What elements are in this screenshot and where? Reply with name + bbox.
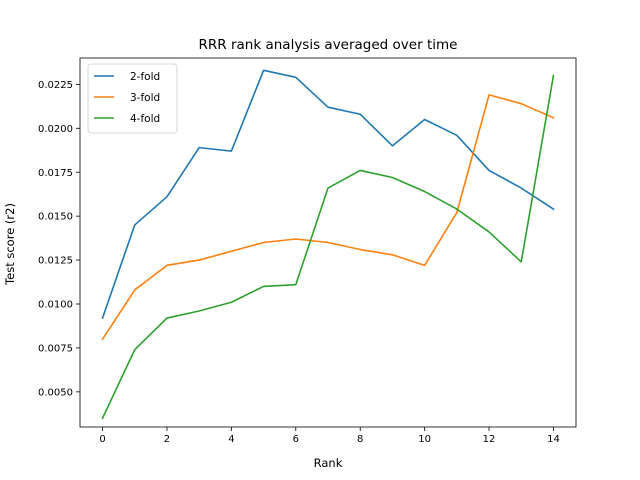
x-tick-label: 0 (99, 434, 105, 445)
legend-label: 2-fold (130, 71, 160, 83)
y-tick-label: 0.0225 (38, 80, 73, 91)
y-tick-label: 0.0100 (38, 300, 73, 311)
x-tick-label: 2 (164, 434, 170, 445)
x-tick-label: 12 (483, 434, 496, 445)
series-lines (101, 69, 555, 420)
y-axis-ticks: 0.0050 0.0075 0.0100 0.0125 0.0150 0.0175 0.02… (38, 80, 80, 398)
series-line-4-fold (101, 74, 555, 420)
x-axis-ticks: 0 2 4 6 8 10 12 14 (99, 427, 560, 445)
x-tick-label: 6 (293, 434, 299, 445)
chart-title: RRR rank analysis averaged over time (199, 37, 458, 53)
legend-label: 4-fold (130, 113, 160, 125)
legend: 2-fold 3-fold 4-fold (87, 63, 178, 134)
series-line-3-fold (101, 94, 555, 341)
y-tick-label: 0.0200 (38, 124, 73, 135)
x-axis-label: Rank (314, 456, 343, 470)
x-tick-label: 8 (357, 434, 363, 445)
x-tick-label: 10 (418, 434, 431, 445)
x-tick-label: 4 (228, 434, 234, 445)
y-tick-label: 0.0075 (38, 344, 73, 355)
plot-frame (79, 57, 577, 428)
legend-label: 3-fold (130, 92, 160, 104)
y-axis-label: Test score (r2) (3, 203, 17, 286)
series-line-2-fold (101, 69, 555, 320)
y-tick-label: 0.0150 (38, 212, 73, 223)
y-tick-label: 0.0050 (38, 387, 73, 398)
legend-box (87, 63, 178, 134)
y-tick-label: 0.0175 (38, 168, 73, 179)
y-tick-label: 0.0125 (38, 256, 73, 267)
x-tick-label: 14 (547, 434, 560, 445)
